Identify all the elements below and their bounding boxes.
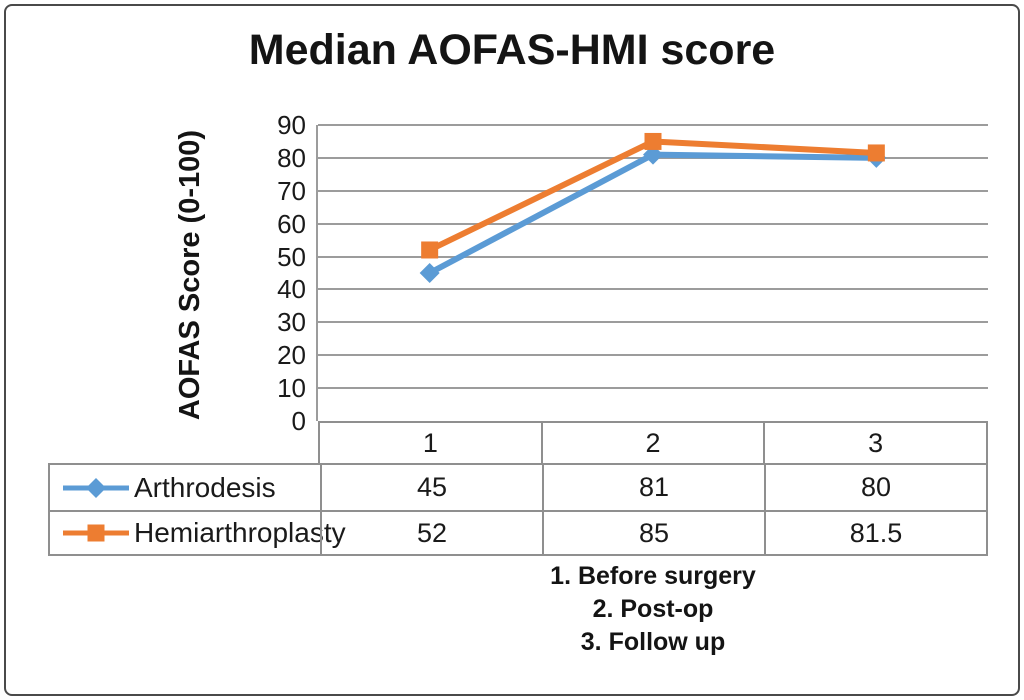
value-cell: 80 xyxy=(764,465,986,510)
y-tick-label: 0 xyxy=(291,406,306,436)
data-table: Arthrodesis 45 81 80 Hemiarthroplasty 52 85 81.… xyxy=(48,463,988,556)
y-tick-label: 10 xyxy=(277,373,306,404)
y-tick-label: 70 xyxy=(277,175,306,206)
value-cell: 81 xyxy=(542,465,764,510)
value-cell: 81.5 xyxy=(764,512,986,554)
series-label: Hemiarthroplasty xyxy=(134,517,346,548)
line-chart-plot xyxy=(419,132,887,283)
table-row-arthrodesis: Arthrodesis 45 81 80 xyxy=(50,465,986,510)
footnote-line: 1. Before surgery xyxy=(550,562,756,590)
legend-swatch-diamond xyxy=(63,477,129,498)
footnote-line: 2. Post-op xyxy=(592,595,714,623)
footnote-line: 3. Follow up xyxy=(580,628,726,656)
value-cell: 85 xyxy=(542,512,764,554)
y-tick-label: 50 xyxy=(277,241,306,272)
series-label: Arthrodesis xyxy=(134,471,276,503)
legend-cell: Arthrodesis xyxy=(50,465,320,510)
gridline xyxy=(318,387,988,390)
square-marker xyxy=(644,132,662,150)
diamond-marker xyxy=(86,477,106,498)
legend-cell: Hemiarthroplasty xyxy=(50,512,346,554)
y-tick-label: 90 xyxy=(277,110,306,140)
legend-swatch-square xyxy=(63,524,129,542)
category-header-cell: 2 xyxy=(540,423,764,463)
y-axis-line xyxy=(316,125,318,421)
diamond-marker xyxy=(419,263,440,283)
gridline xyxy=(318,124,988,126)
y-axis-title: AOFAS Score (0-100) xyxy=(173,129,206,421)
chart-title: Median AOFAS-HMI score xyxy=(248,26,776,74)
value-cell: 45 xyxy=(320,465,542,510)
category-header-cell: 3 xyxy=(763,423,986,463)
gridline xyxy=(318,255,988,258)
footnotes: 1. Before surgery 2. Post-op 3. Follow up xyxy=(318,560,988,659)
square-marker xyxy=(87,524,105,542)
table-row-hemiarthroplasty: Hemiarthroplasty 52 85 81.5 xyxy=(50,510,986,554)
series-line-arthrodesis xyxy=(428,151,877,276)
gridline xyxy=(318,288,988,291)
y-tick-label: 30 xyxy=(277,307,306,338)
y-tick-label: 40 xyxy=(277,274,306,305)
gridline xyxy=(318,222,988,225)
value-cell: 52 xyxy=(320,512,542,554)
y-tick-label: 80 xyxy=(277,142,306,173)
square-marker xyxy=(867,144,885,162)
category-header-cell: 1 xyxy=(422,427,438,458)
gridline xyxy=(318,354,988,357)
gridline xyxy=(318,321,988,324)
y-tick-label: 60 xyxy=(277,208,306,239)
y-tick-label: 20 xyxy=(277,340,306,371)
gridline xyxy=(318,189,988,192)
square-marker xyxy=(421,241,439,259)
